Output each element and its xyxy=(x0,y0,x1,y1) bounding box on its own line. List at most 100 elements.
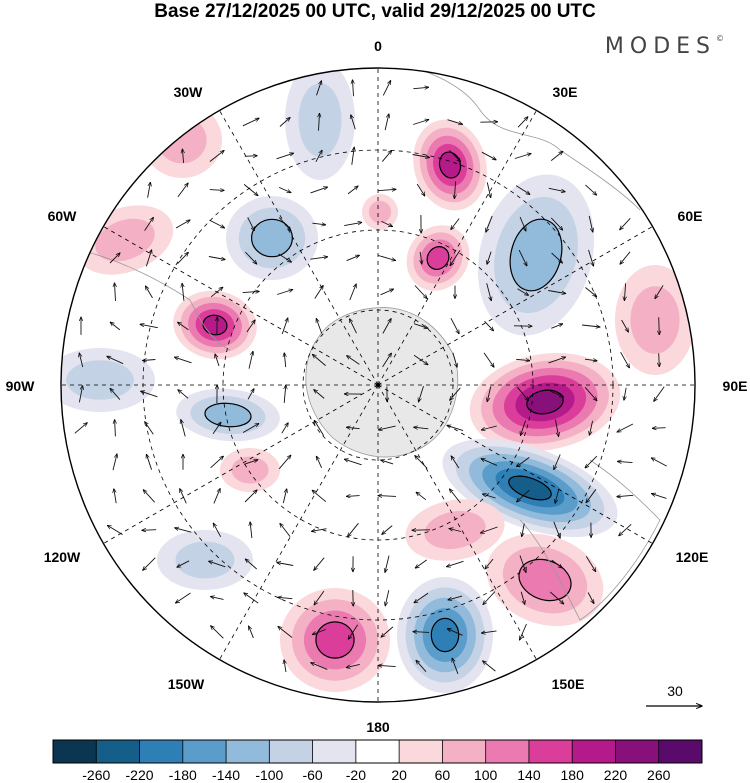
wind-vector xyxy=(247,389,254,400)
africa-coastline xyxy=(394,68,641,211)
wind-vector xyxy=(518,249,527,266)
colorbar-tick-label: -180 xyxy=(169,767,197,783)
wind-vector xyxy=(522,523,525,537)
wind-vector xyxy=(451,456,460,469)
wind-vector xyxy=(310,187,328,194)
colorbar-tick-label: 60 xyxy=(435,767,451,783)
wind-vector xyxy=(143,490,156,503)
meridian-line xyxy=(219,384,379,660)
wind-vector xyxy=(316,319,323,334)
wind-vector xyxy=(278,627,293,638)
wind-vector xyxy=(517,288,529,296)
meridian-line xyxy=(377,226,653,386)
wind-vector xyxy=(115,420,116,437)
wind-vector xyxy=(484,320,494,331)
anomaly-cell-4 xyxy=(477,174,595,336)
colorbar-tick-label: 220 xyxy=(604,767,628,783)
wind-vector xyxy=(208,256,225,260)
colorbar-segment xyxy=(182,740,227,763)
wind-vector xyxy=(146,286,153,299)
wind-vector xyxy=(351,147,354,165)
contour-line xyxy=(430,617,460,653)
wind-vector xyxy=(244,490,257,503)
wind-vector xyxy=(284,353,285,368)
meridian-line xyxy=(377,384,653,544)
wind-vector xyxy=(654,386,665,402)
wind-vector xyxy=(316,81,322,96)
contour-level xyxy=(203,315,227,335)
wind-vector xyxy=(280,523,291,537)
wind-vector xyxy=(248,351,253,369)
wind-vector xyxy=(110,388,121,400)
colorbar-tick-label: 20 xyxy=(391,767,407,783)
wind-vector xyxy=(486,215,493,232)
wind-vector xyxy=(181,420,186,437)
wind-vector xyxy=(447,629,463,636)
vector-reference: 30 xyxy=(646,683,702,706)
wind-vector xyxy=(550,217,562,230)
wind-vector xyxy=(284,385,286,403)
wind-vector xyxy=(652,494,667,499)
map-title: Base 27/12/2025 00 UTC, valid 29/12/2025… xyxy=(154,1,596,22)
wind-vector xyxy=(416,492,427,501)
wind-vector xyxy=(347,186,358,195)
wind-vector xyxy=(515,185,530,195)
wind-vector xyxy=(282,489,286,504)
wind-vector xyxy=(180,489,187,504)
contour-line xyxy=(202,314,228,336)
wind-vector xyxy=(447,560,464,566)
anomaly-cell-17 xyxy=(615,265,695,375)
wind-vector xyxy=(242,118,259,127)
wind-vector xyxy=(381,150,391,162)
wind-vector xyxy=(582,325,600,327)
anomaly-cell-1 xyxy=(413,119,487,211)
wind-vector xyxy=(115,283,116,302)
colorbar-tick-label: -100 xyxy=(255,767,283,783)
wind-vector xyxy=(278,253,292,262)
wind-vector xyxy=(244,251,256,264)
wind-vector xyxy=(312,528,327,532)
lon-label-120w: 120W xyxy=(44,549,81,565)
wind-vector xyxy=(242,291,260,292)
wind-vector xyxy=(350,319,357,334)
wind-vector xyxy=(483,591,496,605)
contour-level xyxy=(526,390,564,414)
wind-vector xyxy=(655,285,664,298)
wind-vector xyxy=(451,218,460,230)
wind-vector xyxy=(618,461,633,462)
colorbar-tick-label: -20 xyxy=(346,767,366,783)
wind-vector xyxy=(385,590,390,606)
contour-level xyxy=(231,456,269,484)
contour-level xyxy=(510,219,562,291)
wind-vector xyxy=(78,386,82,403)
colorbar-segment xyxy=(312,740,357,763)
wind-vector xyxy=(419,385,424,402)
anomaly-cell-20 xyxy=(220,448,280,492)
wind-vector xyxy=(517,489,530,502)
wind-vector xyxy=(209,561,226,568)
wind-vector xyxy=(382,353,392,368)
wind-vector xyxy=(281,423,288,434)
wind-vector xyxy=(487,251,492,265)
wind-vector xyxy=(413,632,430,633)
wind-vector xyxy=(517,387,529,400)
wind-vector xyxy=(548,187,565,191)
wind-vector xyxy=(346,255,360,262)
wind-vector xyxy=(651,458,667,467)
wind-vector xyxy=(344,222,362,227)
contour-line xyxy=(526,389,564,415)
antarctica xyxy=(305,307,459,458)
wind-vector xyxy=(483,661,496,672)
wind-vector xyxy=(310,257,327,260)
wind-vector xyxy=(519,555,526,573)
wind-vector xyxy=(413,87,428,88)
wind-vector xyxy=(550,151,563,161)
wind-vector xyxy=(449,149,460,161)
wind-vector xyxy=(277,563,294,566)
wind-vector xyxy=(620,351,630,368)
wind-vector xyxy=(211,626,224,639)
anomaly-cell-13 xyxy=(362,194,398,230)
wind-vector xyxy=(277,290,293,295)
wind-vector xyxy=(415,559,428,568)
